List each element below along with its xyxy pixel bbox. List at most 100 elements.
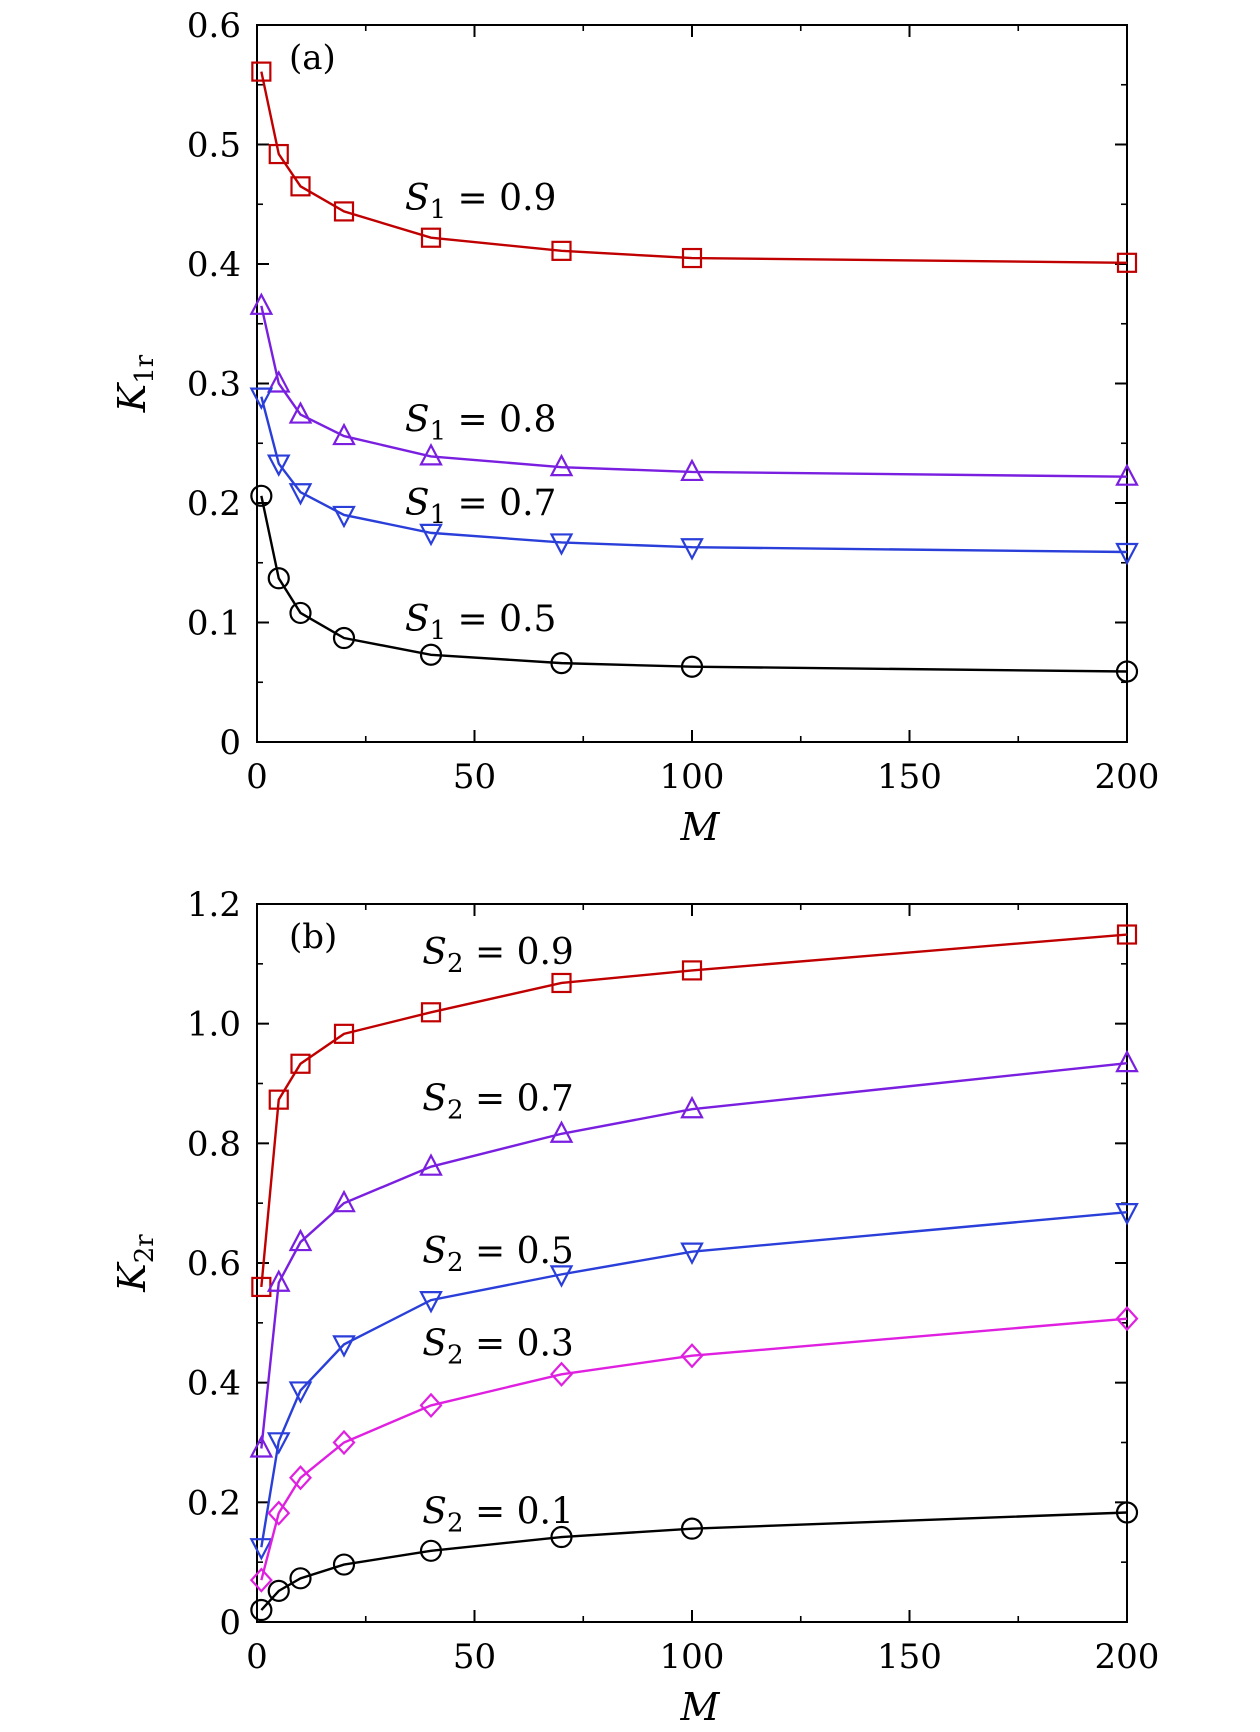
data-point <box>681 247 703 269</box>
data-point <box>249 1538 274 1561</box>
data-point <box>550 652 573 675</box>
y-tick-label: 0.1 <box>187 604 241 644</box>
y-tick-label: 0.8 <box>187 1124 241 1164</box>
data-point <box>551 972 572 994</box>
x-tick-label: 0 <box>246 1637 268 1677</box>
data-point <box>1115 542 1139 566</box>
data-point <box>250 484 273 507</box>
data-point <box>549 1265 574 1288</box>
series-line <box>260 305 1128 478</box>
data-point <box>289 1465 312 1491</box>
series-3: S1 = 0.5 <box>250 484 1139 683</box>
y-tick-label: 0.5 <box>187 126 241 166</box>
data-point <box>267 1579 290 1602</box>
data-point <box>419 1539 443 1562</box>
data-point <box>1116 924 1138 945</box>
y-axis-label: K1r <box>110 354 160 413</box>
data-point <box>419 443 443 466</box>
y-tick-label: 1.0 <box>187 1005 241 1045</box>
y-tick-label: 0.3 <box>187 365 241 405</box>
data-point <box>680 655 704 678</box>
data-point <box>266 1432 291 1455</box>
x-tick-label: 100 <box>660 1637 725 1677</box>
series-0: S2 = 0.9 <box>251 924 1138 1298</box>
data-point <box>249 292 274 315</box>
series-line <box>260 495 1128 673</box>
x-tick-label: 0 <box>246 757 268 797</box>
series-4: S2 = 0.1 <box>250 1491 1139 1622</box>
data-point <box>550 1525 573 1549</box>
data-point <box>1115 1049 1139 1073</box>
x-tick-label: 50 <box>453 757 496 797</box>
y-tick-label: 1.2 <box>187 885 241 925</box>
data-point <box>419 523 443 547</box>
x-tick-label: 200 <box>1095 1637 1160 1677</box>
data-point <box>680 458 704 482</box>
data-point <box>333 1023 355 1044</box>
series-label: S1 = 0.8 <box>405 399 557 446</box>
x-axis-label: M <box>680 805 721 849</box>
data-point <box>1115 1501 1139 1524</box>
series-label: S2 = 0.1 <box>422 1491 574 1538</box>
chart-panel-b: 0 50 100 150 200 0 0.2 0.4 0.6 0.8 1.0 1.2 M K2r (b) S2… <box>110 885 1159 1729</box>
series-line <box>260 1317 1128 1581</box>
data-point <box>249 387 274 411</box>
data-point <box>267 567 290 590</box>
data-point <box>249 1567 273 1593</box>
x-tick-label: 150 <box>877 757 942 797</box>
series-line <box>260 1511 1128 1611</box>
series-line <box>260 1210 1128 1548</box>
data-point <box>266 370 291 393</box>
x-tick-label: 200 <box>1095 757 1160 797</box>
series-label: S2 = 0.7 <box>422 1078 574 1125</box>
data-point <box>419 1392 443 1419</box>
data-point <box>250 1598 273 1622</box>
data-point <box>332 1189 356 1213</box>
data-point <box>332 626 356 650</box>
y-tick-label: 0.4 <box>187 245 241 285</box>
data-point <box>549 533 574 556</box>
series-label: S2 = 0.9 <box>422 932 574 979</box>
chart-panel-a: 0 50 100 150 200 0 0.1 0.2 0.3 0.4 0.5 0.6 M K1r (a) S1… <box>110 6 1159 849</box>
data-point <box>332 1335 356 1358</box>
series-3: S2 = 0.3 <box>249 1306 1139 1593</box>
y-tick-label: 0.6 <box>187 1244 241 1284</box>
data-point <box>1115 1306 1139 1332</box>
data-point <box>332 1429 356 1456</box>
data-point <box>550 1361 573 1387</box>
series-2: S2 = 0.5 <box>249 1203 1139 1561</box>
x-tick-label: 150 <box>877 1637 942 1677</box>
data-point <box>289 601 312 625</box>
data-point <box>251 61 272 82</box>
y-tick-label: 0.2 <box>187 484 241 524</box>
x-tick-label: 100 <box>660 757 725 797</box>
data-point <box>288 401 313 424</box>
y-tick-label: 0.4 <box>187 1364 241 1404</box>
data-point <box>420 227 442 248</box>
data-point <box>290 176 311 197</box>
data-point <box>549 1120 574 1143</box>
data-point <box>419 1153 443 1176</box>
data-point <box>1115 660 1139 683</box>
data-point <box>549 453 574 477</box>
data-point <box>681 960 703 981</box>
data-point <box>249 1435 274 1458</box>
data-point <box>333 201 355 222</box>
y-tick-label: 0.2 <box>187 1483 241 1523</box>
data-point <box>419 1290 443 1314</box>
series-label: S1 = 0.5 <box>405 599 557 646</box>
y-tick-label: 0.6 <box>187 6 241 46</box>
data-point <box>288 1381 313 1404</box>
series-2: S1 = 0.7 <box>249 387 1139 566</box>
series-line <box>260 71 1128 265</box>
data-point <box>680 1095 704 1119</box>
data-point <box>680 1517 704 1540</box>
data-point <box>332 1553 356 1576</box>
data-point <box>266 454 291 477</box>
data-point <box>420 1002 442 1023</box>
data-point <box>289 1567 312 1590</box>
series-label: S2 = 0.5 <box>422 1231 574 1278</box>
y-tick-label: 0 <box>219 1603 241 1643</box>
data-point <box>1116 252 1138 273</box>
